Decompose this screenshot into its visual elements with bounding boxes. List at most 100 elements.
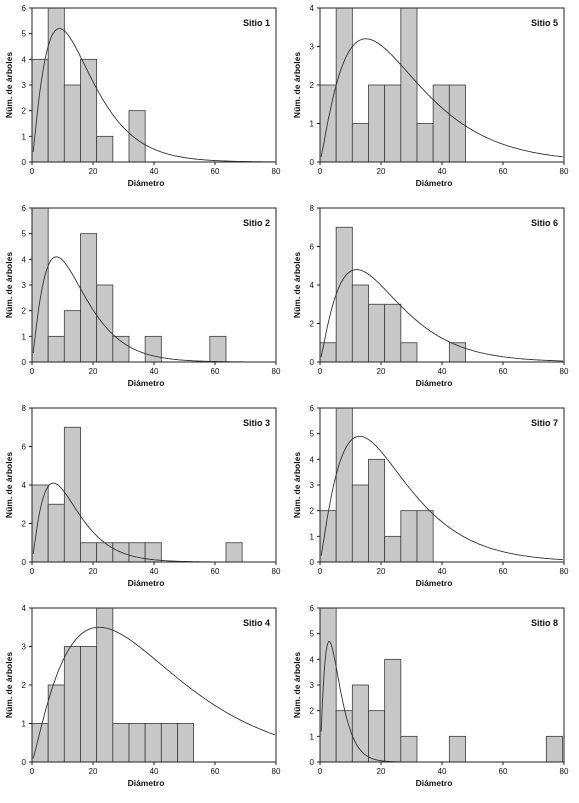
y-tick-label: 5 (22, 230, 27, 239)
y-tick-label: 4 (22, 481, 27, 490)
x-tick-label: 0 (30, 367, 35, 376)
chart-panel-sitio-6: 0 20 40 60 80 0 2 4 6 8 Diámetro Núm. de árboles Sit… (290, 202, 576, 401)
y-tick-label: 2 (310, 81, 315, 90)
y-axis-title: Núm. de árboles (292, 452, 302, 518)
y-axis-title: Núm. de árboles (4, 252, 14, 318)
y-tick-label: 0 (22, 358, 27, 367)
x-axis-title: Diámetro (416, 778, 453, 788)
x-tick-label: 80 (560, 567, 569, 576)
chart-svg: 0 20 40 60 80 0 1 2 3 4 5 6 Diámetro Núm. de árboles S… (292, 404, 569, 588)
histogram-bar (31, 723, 49, 763)
y-tick-label: 3 (22, 81, 27, 90)
y-tick-label: 0 (310, 158, 315, 167)
chart-panel-sitio-1: 0 20 40 60 80 0 1 2 3 4 5 6 Diámetro Núm. de árboles S… (2, 2, 288, 201)
x-axis-title: Diámetro (128, 578, 165, 588)
y-tick-label: 5 (22, 30, 27, 39)
histogram-bar (80, 58, 98, 163)
y-tick-label: 2 (310, 320, 315, 329)
y-tick-label: 2 (22, 307, 27, 316)
y-tick-label: 4 (22, 255, 27, 264)
x-tick-label: 60 (211, 367, 220, 376)
chart-svg: 0 20 40 60 80 0 1 2 3 4 5 6 Diámetro Núm. de árboles S… (4, 204, 281, 388)
chart-panel-sitio-3: 0 20 40 60 80 0 2 4 6 8 Diámetro Núm. de árboles Sit… (2, 402, 288, 601)
histogram-bar (368, 84, 386, 163)
histogram-bar (448, 735, 466, 763)
x-tick-label: 40 (150, 767, 159, 776)
histogram-bar (47, 684, 65, 763)
chart-svg: 0 20 40 60 80 0 1 2 3 4 Diámetro Núm. de árboles Sit… (292, 4, 569, 188)
histogram-bar (400, 7, 418, 163)
x-tick-label: 80 (272, 767, 281, 776)
histogram-bar (351, 284, 369, 363)
y-axis-title: Núm. de árboles (4, 652, 14, 718)
histogram-bar (545, 735, 563, 763)
x-tick-label: 40 (438, 567, 447, 576)
histogram-bar (351, 484, 369, 563)
histogram-bar (400, 342, 418, 363)
y-axis-title: Núm. de árboles (292, 652, 302, 718)
x-tick-label: 20 (377, 567, 386, 576)
y-axis-title: Núm. de árboles (4, 52, 14, 118)
histogram-bar (432, 84, 450, 163)
x-tick-label: 0 (30, 567, 35, 576)
x-tick-label: 20 (89, 567, 98, 576)
x-tick-label: 40 (150, 567, 159, 576)
y-tick-label: 5 (310, 630, 315, 639)
chart-panel-sitio-4: 0 20 40 60 80 0 1 2 3 4 Diámetro Núm. de árboles Sit… (2, 602, 288, 801)
histogram-bar (31, 58, 49, 163)
y-tick-label: 1 (22, 720, 27, 729)
x-tick-label: 0 (30, 167, 35, 176)
y-tick-label: 1 (310, 120, 315, 129)
chart-panel-sitio-2: 0 20 40 60 80 0 1 2 3 4 5 6 Diámetro Núm. de árboles S… (2, 202, 288, 401)
histogram-bar (112, 335, 130, 363)
y-tick-label: 3 (310, 43, 315, 52)
site-label: Sitio 6 (531, 218, 558, 228)
x-tick-label: 20 (89, 767, 98, 776)
histogram-bar (47, 335, 65, 363)
y-tick-label: 0 (22, 558, 27, 567)
fitted-curve (320, 269, 563, 362)
histogram-bar (225, 542, 243, 563)
chart-svg: 0 20 40 60 80 0 1 2 3 4 5 6 Diámetro Núm. de árboles S… (4, 4, 281, 188)
x-tick-label: 20 (377, 367, 386, 376)
histogram-bar (128, 110, 146, 163)
histogram-bar (96, 135, 114, 163)
chart-svg: 0 20 40 60 80 0 2 4 6 8 Diámetro Núm. de árboles Sit… (4, 404, 281, 588)
y-tick-label: 8 (22, 404, 27, 413)
y-axis-title: Núm. de árboles (292, 52, 302, 118)
y-tick-label: 4 (310, 4, 315, 13)
x-tick-label: 60 (499, 367, 508, 376)
histogram-bar (80, 646, 98, 763)
fitted-curve (32, 28, 275, 163)
x-axis-title: Diámetro (128, 178, 165, 188)
x-axis-title: Diámetro (416, 178, 453, 188)
fitted-curve (32, 626, 275, 759)
x-tick-label: 80 (560, 367, 569, 376)
site-label: Sitio 8 (531, 618, 558, 628)
x-tick-label: 60 (211, 567, 220, 576)
x-tick-label: 60 (211, 167, 220, 176)
chart-panel-sitio-5: 0 20 40 60 80 0 1 2 3 4 Diámetro Núm. de árboles Sit… (290, 2, 576, 201)
x-tick-label: 60 (499, 767, 508, 776)
histogram-bar (368, 458, 386, 563)
histogram-bar (144, 335, 162, 363)
histogram-bar (96, 607, 114, 763)
histogram-bar (335, 226, 353, 363)
x-tick-label: 0 (318, 567, 323, 576)
y-tick-label: 0 (22, 758, 27, 767)
y-tick-label: 4 (22, 604, 27, 613)
x-tick-label: 60 (499, 167, 508, 176)
y-tick-label: 3 (310, 681, 315, 690)
histogram-bar (128, 542, 146, 563)
y-tick-label: 6 (22, 204, 27, 213)
site-label: Sitio 2 (243, 218, 270, 228)
histogram-bar (448, 84, 466, 163)
y-tick-label: 6 (310, 604, 315, 613)
y-tick-label: 8 (310, 204, 315, 213)
y-axis-title: Núm. de árboles (4, 452, 14, 518)
x-tick-label: 0 (30, 767, 35, 776)
y-tick-label: 2 (22, 520, 27, 529)
histogram-bar (96, 284, 114, 363)
y-tick-label: 3 (22, 281, 27, 290)
histogram-bar (416, 510, 434, 563)
